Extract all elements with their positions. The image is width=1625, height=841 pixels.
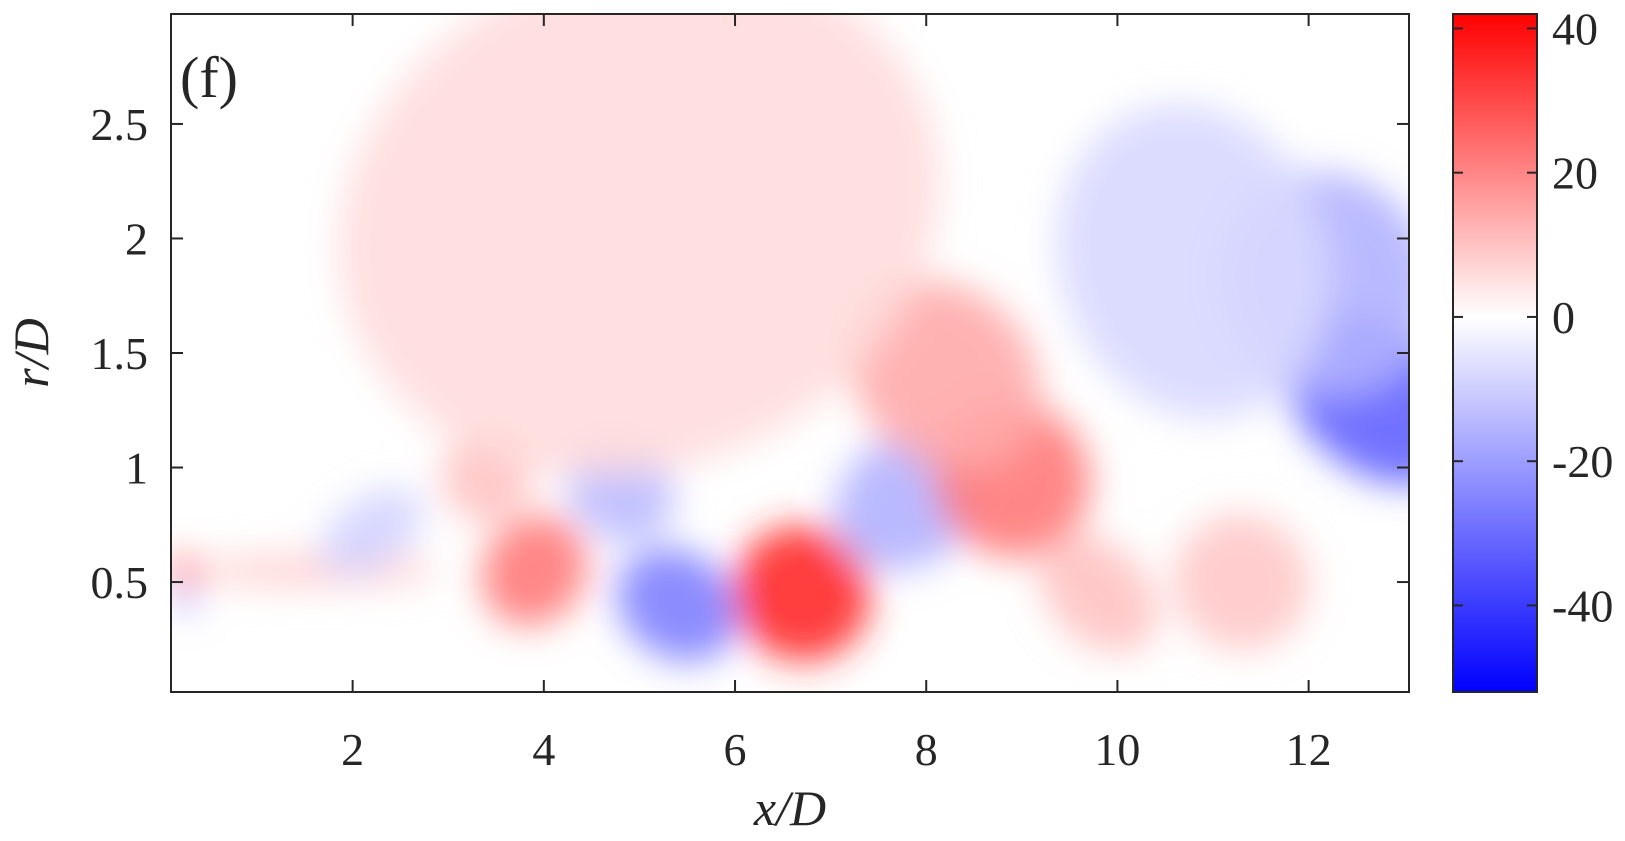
heatmap-blob [481,515,588,626]
heatmap-blob [339,14,940,475]
colorbar-tick-label: -40 [1552,580,1613,631]
heatmap-blob [190,554,439,587]
x-axis: 2 4 6 8 10 12 [341,14,1332,775]
heatmap-blob [173,588,197,612]
x-tick-label: 2 [341,724,364,775]
x-tick-label: 4 [532,724,555,775]
heatmap-blob [171,556,200,585]
y-tick-label: 1.5 [91,328,149,379]
heatmap-blob [733,525,871,662]
x-tick-label: 10 [1094,724,1140,775]
heatmap-blob [850,280,1041,471]
y-axis: 0.5 1 1.5 2 2.5 [91,99,1409,608]
x-tick-label: 12 [1286,724,1332,775]
colorbar-ramp [1453,14,1537,692]
y-tick-label: 2 [125,213,148,264]
colorbar: 40 20 0 -20 -40 [1452,3,1613,693]
x-tick-label: 8 [915,724,938,775]
colorbar-tick-label: 20 [1552,148,1598,199]
plot-area: 2 4 6 8 10 12 0.5 1 1.5 2 2.5 [91,13,1410,775]
heatmap-blob [1174,514,1310,651]
x-axis-label: x/D [753,780,826,836]
colorbar-tick-label: 0 [1552,292,1575,343]
panel-label: (f) [180,45,238,110]
colorbar-ticks: 40 20 0 -20 -40 [1453,3,1613,631]
x-tick-label: 6 [724,724,747,775]
y-axis-label: r/D [3,318,59,387]
heatmap-blob [1039,534,1158,653]
heatmap-blob [320,488,423,575]
y-tick-label: 2.5 [91,99,149,150]
heatmap-field [171,14,1409,662]
heatmap-blob [1056,103,1332,419]
y-tick-label: 1 [125,443,148,494]
y-tick-label: 0.5 [91,557,149,608]
colorbar-tick-label: 40 [1552,3,1598,54]
heatmap-blob [617,548,739,662]
colorbar-tick-label: -20 [1552,436,1613,487]
colorbar-frame [1452,13,1538,693]
